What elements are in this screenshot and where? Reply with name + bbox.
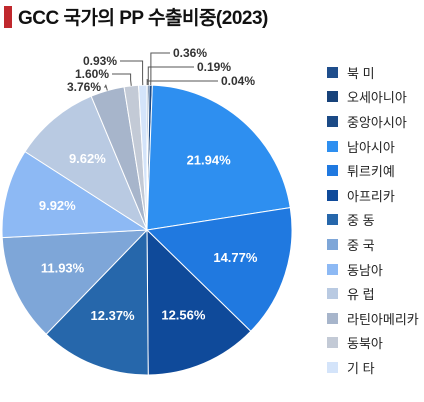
pie-slice bbox=[1, 229, 149, 335]
legend-label: 오세아니아 bbox=[347, 90, 407, 106]
legend-item: 중 동 bbox=[327, 208, 419, 233]
legend-label: 기 타 bbox=[347, 360, 375, 376]
legend-item: 남아시아 bbox=[327, 134, 419, 159]
legend-swatch bbox=[327, 263, 338, 275]
legend-item: 라틴아메리카 bbox=[327, 306, 419, 331]
pie-slice bbox=[145, 207, 293, 332]
legend-label: 중앙아시아 bbox=[347, 114, 407, 130]
legend-swatch bbox=[327, 312, 338, 324]
slice-value-label: 0.36% bbox=[173, 46, 207, 60]
slice-value-label: 9.92% bbox=[39, 198, 76, 213]
legend-swatch bbox=[327, 66, 338, 78]
title-marker bbox=[4, 6, 12, 28]
slice-value-label: 14.77% bbox=[213, 250, 258, 265]
slice-value-label: 12.56% bbox=[161, 307, 206, 322]
legend-swatch bbox=[327, 361, 338, 373]
leader-line bbox=[146, 78, 218, 86]
legend-swatch bbox=[327, 91, 338, 103]
legend-item: 유 럽 bbox=[327, 281, 419, 306]
legend-swatch bbox=[327, 288, 338, 300]
legend-label: 동북아 bbox=[347, 336, 383, 352]
legend-swatch bbox=[327, 337, 338, 349]
legend-swatch bbox=[327, 238, 338, 250]
legend-item: 중앙아시아 bbox=[327, 109, 419, 134]
pie-slice bbox=[146, 84, 291, 231]
slice-value-label: 12.37% bbox=[91, 308, 136, 323]
legend-swatch bbox=[327, 140, 338, 152]
legend-label: 유 럽 bbox=[347, 287, 375, 303]
legend-swatch bbox=[327, 214, 338, 226]
slice-value-label: 1.60% bbox=[75, 67, 109, 81]
legend-swatch bbox=[327, 115, 338, 127]
legend-item: 아프리카 bbox=[327, 183, 419, 208]
legend-item: 동북아 bbox=[327, 331, 419, 356]
legend-swatch bbox=[327, 189, 338, 201]
legend-label: 튀르키예 bbox=[347, 164, 395, 180]
legend-item: 동남아 bbox=[327, 257, 419, 282]
pie-slice bbox=[24, 95, 149, 232]
legend-label: 동남아 bbox=[347, 262, 383, 278]
leader-line bbox=[147, 66, 194, 86]
chart-title: GCC 국가의 PP 수출비중(2023) bbox=[18, 8, 268, 29]
legend-label: 아프리카 bbox=[347, 188, 395, 204]
leader-line bbox=[104, 84, 108, 91]
slice-value-label: 0.04% bbox=[221, 74, 255, 88]
legend-item: 기 타 bbox=[327, 355, 419, 380]
slice-value-label: 21.94% bbox=[187, 153, 232, 168]
legend-item: 튀르키예 bbox=[327, 158, 419, 183]
legend-item: 오세아니아 bbox=[327, 85, 419, 110]
legend-swatch bbox=[327, 165, 338, 177]
legend-label: 라틴아메리카 bbox=[347, 311, 419, 327]
leader-line bbox=[112, 73, 132, 86]
pie-slice bbox=[146, 228, 252, 376]
slice-value-label: 9.62% bbox=[69, 151, 106, 166]
legend-label: 북 미 bbox=[347, 65, 375, 81]
slice-value-label: 11.93% bbox=[41, 260, 85, 275]
legend-label: 남아시아 bbox=[347, 139, 395, 155]
legend-item: 북 미 bbox=[327, 60, 419, 85]
pie-slice bbox=[1, 150, 149, 239]
legend-item: 중 국 bbox=[327, 232, 419, 257]
leader-line bbox=[150, 52, 170, 86]
slice-value-label: 0.19% bbox=[197, 60, 231, 74]
slice-value-label: 3.76% bbox=[67, 80, 101, 94]
leader-line bbox=[120, 60, 144, 86]
legend-label: 중 국 bbox=[347, 237, 375, 253]
slice-value-label: 0.93% bbox=[83, 54, 117, 68]
pie-slice bbox=[45, 228, 149, 376]
legend-label: 중 동 bbox=[347, 213, 375, 229]
